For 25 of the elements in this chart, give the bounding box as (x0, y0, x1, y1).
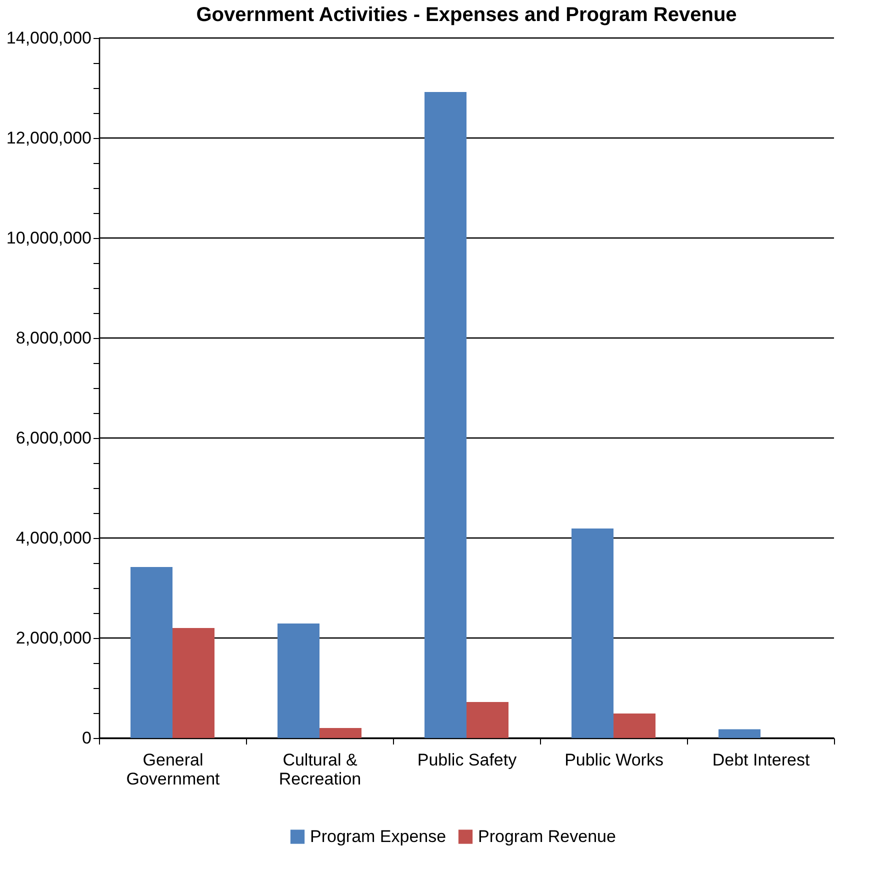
y-tick-label: 2,000,000 (16, 628, 92, 648)
chart-title: Government Activities - Expenses and Program Revenue (196, 4, 737, 26)
bar (320, 728, 362, 738)
x-tick-label: General Government (126, 750, 220, 788)
y-tick-label: 4,000,000 (16, 528, 92, 548)
y-tick-label: 6,000,000 (16, 428, 92, 448)
x-tick-label: Debt Interest (712, 750, 810, 770)
bar (424, 92, 466, 738)
bar (614, 714, 656, 738)
y-tick-label: 8,000,000 (16, 328, 92, 348)
legend-label: Program Revenue (478, 826, 616, 846)
legend-label: Program Expense (310, 826, 446, 846)
y-tick-label: 0 (82, 728, 92, 748)
bar (278, 624, 320, 738)
x-tick-label: Public Works (564, 750, 664, 770)
x-tick-label: Public Safety (417, 750, 518, 770)
bar (572, 528, 614, 738)
bar (130, 567, 172, 738)
y-tick-label: 10,000,000 (6, 228, 92, 248)
bar (172, 628, 214, 738)
y-tick-label: 14,000,000 (6, 28, 92, 48)
bar (466, 702, 508, 738)
bar (718, 729, 760, 738)
x-tick-label: Cultural & Recreation (278, 750, 362, 788)
y-tick-label: 12,000,000 (6, 128, 92, 148)
